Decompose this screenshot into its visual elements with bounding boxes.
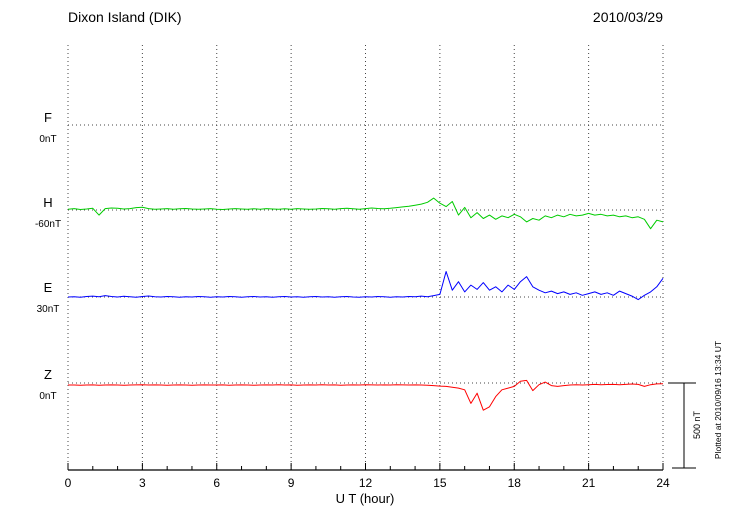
trace-E: [67, 271, 664, 301]
h-baseline-label: -60nT: [35, 219, 61, 230]
x-tick-label: 21: [582, 476, 596, 490]
e-component-label: E: [44, 280, 53, 295]
x-tick-label: 3: [139, 476, 146, 490]
x-tick-label: 9: [288, 476, 295, 490]
x-tick-label: 0: [65, 476, 72, 490]
x-axis: [67, 463, 664, 471]
x-tick-label: 6: [213, 476, 220, 490]
x-tick-labels: 0 3 6 9 12 15 18 21 24: [65, 476, 670, 490]
x-tick-label: 15: [433, 476, 447, 490]
trace-H: [67, 197, 664, 230]
x-axis-label: U T (hour): [336, 491, 395, 506]
scale-bar-label: 500 nT: [692, 410, 702, 439]
e-baseline-label: 30nT: [37, 304, 60, 315]
f-component-label: F: [44, 110, 52, 125]
f-baseline-label: 0nT: [39, 134, 56, 145]
gridlines: [67, 45, 664, 470]
station-title: Dixon Island (DIK): [68, 9, 182, 25]
z-component-label: Z: [44, 367, 52, 382]
trace-Z: [68, 379, 664, 411]
x-tick-label: 24: [656, 476, 670, 490]
component-traces: [67, 197, 664, 411]
h-component-label: H: [43, 195, 52, 210]
x-tick-label: 12: [359, 476, 373, 490]
x-tick-label: 18: [508, 476, 522, 490]
plotted-at-note: Plotted at 2010/09/16 13:34 UT: [713, 341, 723, 459]
amplitude-scale-bar: [668, 382, 696, 469]
date-label: 2010/03/29: [593, 9, 663, 25]
component-baselines: [68, 124, 663, 384]
z-baseline-label: 0nT: [39, 391, 56, 402]
